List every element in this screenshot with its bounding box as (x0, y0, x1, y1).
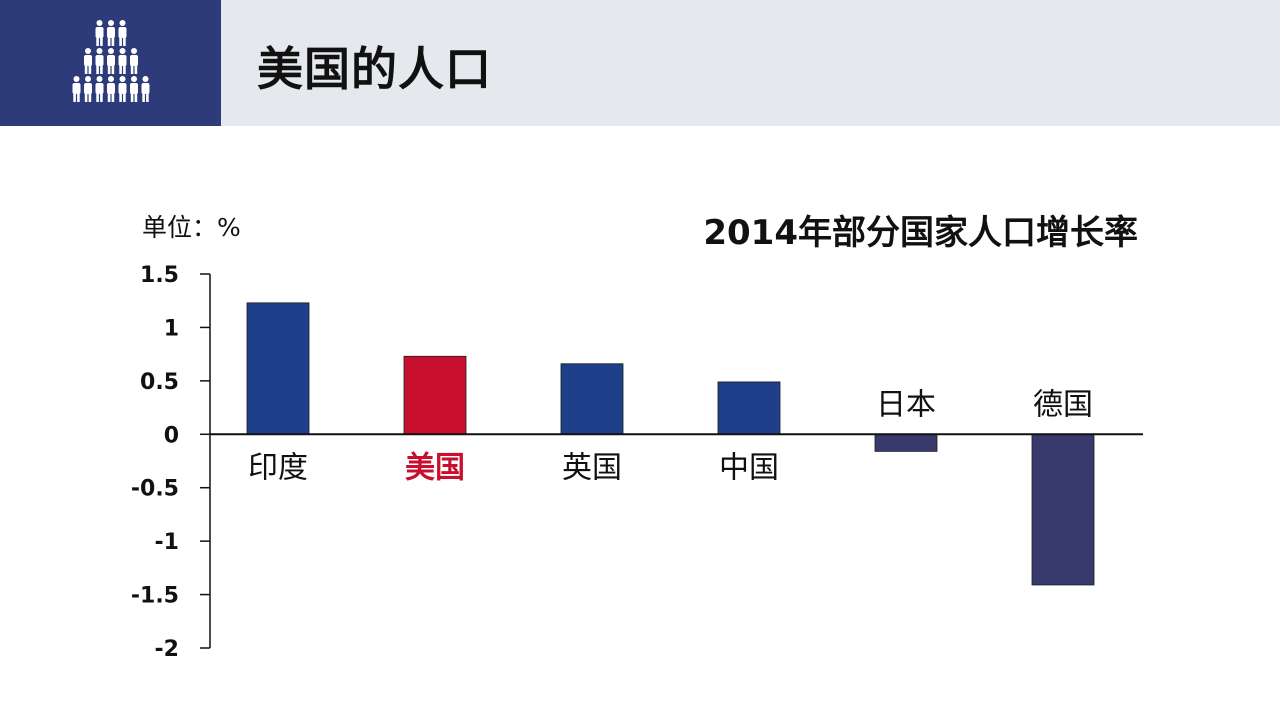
category-label: 印度 (248, 450, 308, 485)
category-label: 日本 (876, 387, 936, 422)
y-tick-label: 1.5 (140, 263, 179, 288)
person-figure (118, 76, 127, 102)
person-figure (118, 20, 127, 46)
category-label: 德国 (1033, 387, 1093, 422)
y-tick-label: 1 (164, 316, 179, 341)
person-figure (84, 48, 92, 74)
bar-4 (717, 381, 781, 435)
person-figure (107, 76, 115, 102)
y-tick-label: -0.5 (131, 477, 179, 502)
y-tick-label: 0 (164, 423, 179, 448)
people-pyramid-icon (72, 20, 150, 102)
bar-2 (403, 355, 467, 435)
unit-label: 单位：% (142, 213, 241, 242)
y-tick-label: 0.5 (140, 370, 179, 395)
person-figure (72, 76, 81, 102)
y-tick-label: -1.5 (131, 584, 179, 609)
y-tick-label: -1 (155, 530, 179, 555)
bar-1 (246, 302, 310, 435)
category-label: 中国 (719, 450, 779, 485)
category-label: 英国 (562, 450, 622, 485)
bar-5 (874, 433, 938, 452)
category-label: 美国 (405, 450, 465, 485)
person-figure (107, 48, 115, 74)
person-figure (95, 48, 104, 74)
person-figure (118, 48, 127, 74)
person-figure (95, 76, 104, 102)
category-labels: 印度 美国 英国 中国 日本 德国 (248, 387, 1093, 485)
person-figure (107, 20, 115, 46)
person-figure (84, 76, 92, 102)
bar-6 (1031, 433, 1095, 586)
y-axis: 1.5 1 0.5 0 -0.5 -1 -1.5 -2 (131, 263, 211, 662)
chart-title: 2014年部分国家人口增长率 (703, 213, 1138, 253)
person-figure (130, 48, 138, 74)
bars-group (246, 302, 1095, 586)
bar-3 (560, 363, 624, 435)
header-bar: 美国的人口 (0, 0, 1280, 126)
page-title: 美国的人口 (257, 42, 492, 96)
person-figure (95, 20, 104, 46)
y-tick-label: -2 (155, 637, 179, 662)
logo-box (0, 0, 221, 126)
person-figure (130, 76, 138, 102)
person-figure (141, 76, 150, 102)
